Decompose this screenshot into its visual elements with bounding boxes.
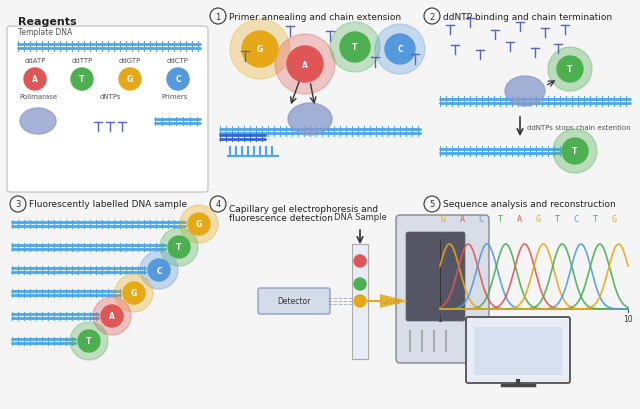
Text: T: T	[593, 214, 598, 223]
Circle shape	[188, 213, 210, 236]
Circle shape	[115, 274, 153, 312]
Ellipse shape	[20, 109, 56, 135]
Circle shape	[24, 69, 46, 91]
FancyBboxPatch shape	[474, 327, 562, 375]
Text: T: T	[352, 43, 358, 52]
Text: 5: 5	[429, 200, 435, 209]
Circle shape	[562, 139, 588, 164]
Circle shape	[168, 236, 190, 258]
Text: C: C	[397, 45, 403, 54]
Circle shape	[180, 205, 218, 243]
Text: ddGTP: ddGTP	[119, 58, 141, 64]
Circle shape	[354, 295, 366, 307]
Text: T: T	[86, 337, 92, 346]
Text: 3: 3	[15, 200, 20, 209]
Text: fluorescence detection: fluorescence detection	[229, 213, 333, 222]
Ellipse shape	[288, 104, 332, 136]
Polygon shape	[380, 294, 408, 308]
Text: T: T	[79, 75, 84, 84]
Text: Reagents: Reagents	[18, 17, 77, 27]
Text: Fluorescently labelled DNA sample: Fluorescently labelled DNA sample	[29, 200, 187, 209]
Text: Primers: Primers	[162, 94, 188, 100]
Circle shape	[101, 305, 123, 327]
Text: Polimarase: Polimarase	[19, 94, 57, 100]
Text: G: G	[611, 214, 616, 223]
Circle shape	[557, 57, 583, 83]
Circle shape	[330, 23, 380, 73]
Text: DNA Sample: DNA Sample	[333, 213, 387, 221]
FancyBboxPatch shape	[352, 245, 368, 359]
Circle shape	[167, 69, 189, 91]
Text: A: A	[460, 214, 465, 223]
Text: 2: 2	[429, 12, 435, 21]
Circle shape	[93, 297, 131, 335]
Text: Sequence analysis and reconstruction: Sequence analysis and reconstruction	[443, 200, 616, 209]
Text: A: A	[302, 61, 308, 70]
Circle shape	[375, 25, 425, 75]
Text: Capillary gel electrophoresis and: Capillary gel electrophoresis and	[229, 204, 378, 213]
Circle shape	[119, 69, 141, 91]
Text: Detector: Detector	[277, 297, 310, 306]
Circle shape	[340, 33, 370, 63]
Text: 1: 1	[216, 12, 221, 21]
Text: G: G	[196, 220, 202, 229]
Circle shape	[354, 278, 366, 290]
Text: T: T	[572, 147, 578, 156]
Text: Primer annealing and chain extension: Primer annealing and chain extension	[229, 12, 401, 21]
Circle shape	[548, 48, 592, 92]
Text: C: C	[573, 214, 579, 223]
Text: 1: 1	[438, 314, 442, 323]
Text: T: T	[176, 243, 182, 252]
Circle shape	[242, 32, 278, 68]
Text: A: A	[516, 214, 522, 223]
Circle shape	[71, 69, 93, 91]
Circle shape	[123, 282, 145, 304]
Text: C: C	[156, 266, 162, 275]
Text: Laser: Laser	[380, 297, 401, 306]
Text: 10: 10	[623, 314, 633, 323]
FancyBboxPatch shape	[406, 232, 465, 321]
Text: ddCTP: ddCTP	[167, 58, 189, 64]
Ellipse shape	[505, 77, 545, 107]
Circle shape	[385, 35, 415, 65]
Text: T: T	[554, 214, 559, 223]
Text: ddNTPs stops chain extention: ddNTPs stops chain extention	[527, 125, 630, 131]
Circle shape	[70, 322, 108, 360]
Circle shape	[140, 252, 178, 289]
Text: 4: 4	[216, 200, 221, 209]
Text: G: G	[536, 214, 541, 223]
Text: Template DNA: Template DNA	[18, 28, 72, 37]
Text: dNTPs: dNTPs	[99, 94, 121, 100]
Text: Nucleotide: Nucleotide	[511, 321, 557, 330]
FancyBboxPatch shape	[7, 27, 208, 193]
Text: T: T	[567, 65, 573, 74]
Circle shape	[275, 35, 335, 95]
Circle shape	[354, 255, 366, 267]
Circle shape	[553, 130, 597, 173]
Text: G: G	[440, 214, 445, 223]
Text: A: A	[32, 75, 38, 84]
FancyBboxPatch shape	[258, 288, 330, 314]
Circle shape	[287, 47, 323, 83]
Circle shape	[160, 229, 198, 266]
Text: G: G	[257, 45, 263, 54]
Circle shape	[230, 20, 290, 80]
Text: ddTTP: ddTTP	[72, 58, 93, 64]
Text: G: G	[131, 289, 137, 298]
Text: ddNTP binding and chain termination: ddNTP binding and chain termination	[443, 12, 612, 21]
Text: C: C	[479, 214, 483, 223]
Text: C: C	[175, 75, 181, 84]
Text: T: T	[497, 214, 502, 223]
Circle shape	[78, 330, 100, 352]
Circle shape	[148, 259, 170, 281]
Text: G: G	[127, 75, 133, 84]
Text: A: A	[109, 312, 115, 321]
Text: ddATP: ddATP	[24, 58, 45, 64]
FancyBboxPatch shape	[396, 216, 489, 363]
FancyBboxPatch shape	[466, 317, 570, 383]
